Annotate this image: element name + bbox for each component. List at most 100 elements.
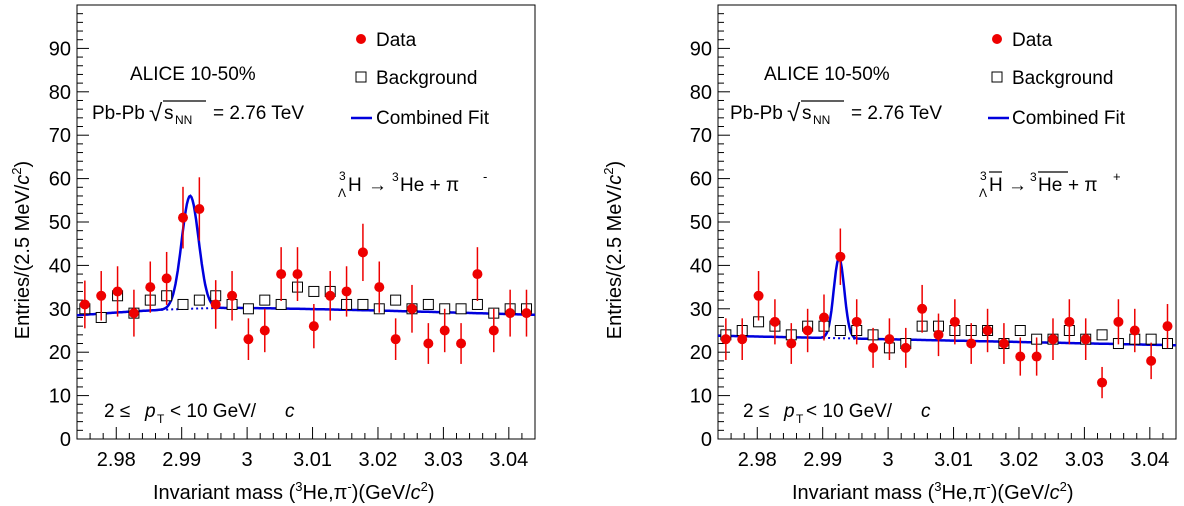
data-point [1064,317,1074,327]
legend: Data Background Combined Fit [988,30,1126,129]
collision-prefix: Pb-Pb [730,103,783,124]
data-point [1048,334,1058,344]
x-tick-label: 3 [242,449,253,471]
energy-subscript: NN [813,113,830,127]
chart-panel-right: 0 10 20 30 40 50 60 70 80 90 2.98 2.99 3 3.01 3.02 3.03… [592,0,1184,506]
y-tick-label: 50 [690,212,712,234]
pt-subscript: T [157,412,165,426]
y-axis-title: Entries/(2.5 MeV/c2) [601,161,626,339]
sqrt-sign: √ [787,100,801,127]
x-tick-label: 3.02 [359,449,398,471]
decay-rhs-super: 3 [1030,170,1037,184]
y-axis-label: Entries/(2.5 MeV/c2) [9,161,34,339]
data-point [325,291,335,301]
data-point [1162,321,1172,331]
data-point [391,334,401,344]
experiment-label: ALICE 10-50% [130,64,256,85]
decay-label: 3 Λ H → 3 He + π - [338,169,487,200]
energy-value: = 2.76 TeV [851,103,942,124]
y-tick-label: 20 [690,342,712,364]
legend-fit-label: Combined Fit [376,108,490,129]
energy-symbol: s [164,103,174,124]
decay-rhs: He [1038,175,1062,196]
data-point [162,273,172,283]
decay-lhs-super: 3 [980,169,987,183]
data-point [835,252,845,262]
legend-data-label: Data [376,30,417,51]
decay-pion-charge: - [483,169,487,184]
data-point [292,269,302,279]
x-tick-label: 3.02 [1000,449,1039,471]
x-axis-label: Invariant mass (3He,π-)(GeV/c2) [153,479,435,504]
data-point [1032,352,1042,362]
data-point [852,317,862,327]
data-point [113,286,123,296]
data-point [423,339,433,349]
pt-unit-c: c [285,401,295,422]
data-point [803,326,813,336]
data-point [440,326,450,336]
legend-data-marker [992,34,1002,44]
data-point [472,269,482,279]
x-tick-label: 2.99 [162,449,201,471]
x-tick-label: 2.99 [803,449,842,471]
energy-symbol: s [802,103,812,124]
y-tick-label: 70 [49,125,71,147]
decay-rhs: He + π [400,175,459,196]
data-point [933,330,943,340]
x-axis-label: Invariant mass (3He,π-)(GeV/c2) [792,479,1074,504]
data-point [243,334,253,344]
chart-panel-left: 0 10 20 30 40 50 60 70 80 90 2.98 2.99 3 3.01 3.02 3.03… [0,0,592,506]
data-point [786,339,796,349]
data-point [489,326,499,336]
pt-symbol: p [144,401,156,422]
background-marker [194,295,204,305]
background-marker [456,304,466,314]
decay-lhs-sub: Λ [979,186,987,200]
x-tick-label: 3.03 [424,449,463,471]
legend-background-marker [992,72,1002,82]
legend-background-label: Background [376,68,477,89]
decay-lhs-super: 3 [339,169,346,183]
y-tick-label: 70 [690,125,712,147]
legend-data-marker [356,34,366,44]
data-point [194,204,204,214]
y-tick-label: 60 [690,169,712,191]
data-point [754,291,764,301]
data-point [721,334,731,344]
layer-data-points [721,229,1173,399]
data-point [309,321,319,331]
data-point [80,299,90,309]
data-point [374,282,384,292]
x-axis-title: Invariant mass (3He,π-)(GeV/c2) [153,479,435,504]
data-point [178,213,188,223]
data-point [407,304,417,314]
pt-symbol: p [783,401,795,422]
data-point [505,308,515,318]
data-point [342,286,352,296]
background-marker [835,326,845,336]
x-axis-title: Invariant mass (3He,π-)(GeV/c2) [792,479,1074,504]
chart-left: 0 10 20 30 40 50 60 70 80 90 2.98 2.99 3 3.01 3.02 3.03… [0,0,592,506]
decay-lhs: H [348,175,362,196]
experiment-label: ALICE 10-50% [764,64,890,85]
x-tick-label: 3.04 [489,449,528,471]
energy-label: Pb-Pb √ s NN = 2.76 TeV [92,100,304,127]
decay-arrow: → [368,175,387,196]
legend-fit-label: Combined Fit [1012,108,1126,129]
legend-data-label: Data [1012,30,1053,51]
y-tick-label: 40 [690,255,712,277]
x-tick-label: 3 [883,449,894,471]
decay-rhs-super: 3 [392,170,399,184]
y-tick-label: 80 [49,82,71,104]
data-point [868,343,878,353]
pt-cut-label: 2 ≤ p T < 10 GeV/ c [743,401,931,426]
y-tick-label: 80 [690,82,712,104]
layer-data-points [80,177,532,364]
y-tick-label: 50 [49,212,71,234]
y-axis-label: Entries/(2.5 MeV/c2) [601,161,626,339]
data-point [1015,352,1025,362]
x-tick-label: 3.03 [1065,449,1104,471]
decay-label: 3 Λ H → 3 He + π + [979,169,1121,200]
background-marker [309,286,319,296]
